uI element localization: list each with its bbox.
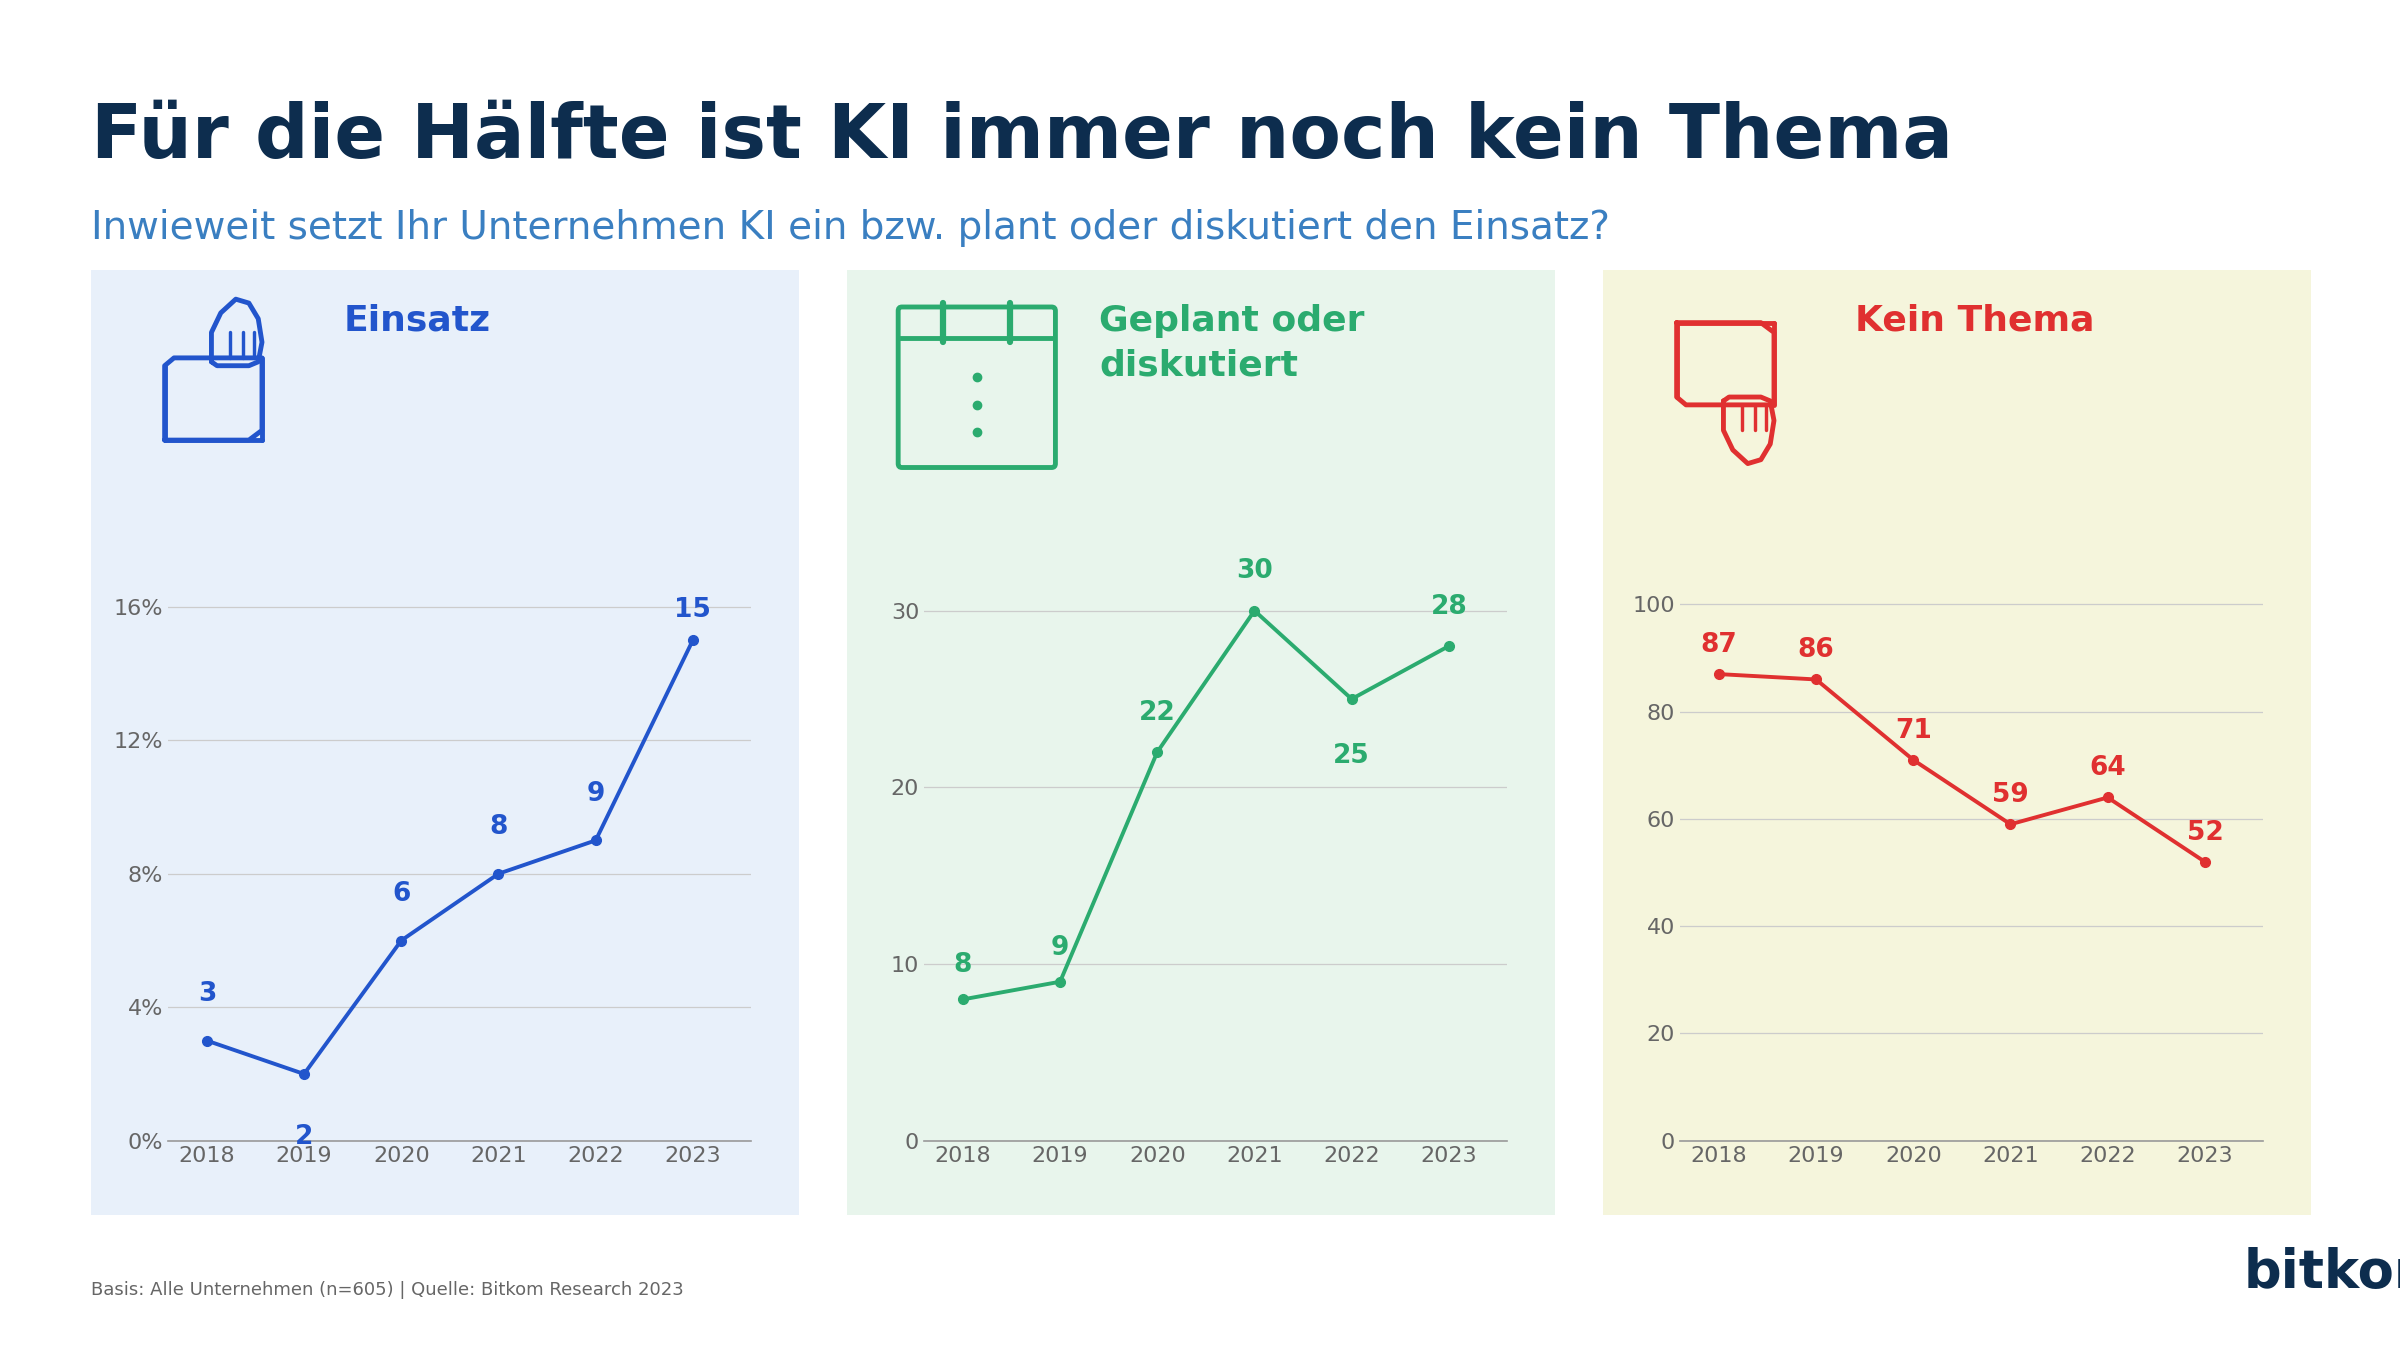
Text: Geplant oder
diskutiert: Geplant oder diskutiert	[1099, 304, 1366, 382]
Text: 15: 15	[674, 598, 710, 624]
Text: 6: 6	[391, 882, 410, 907]
Text: Basis: Alle Unternehmen (n=605) | Quelle: Bitkom Research 2023: Basis: Alle Unternehmen (n=605) | Quelle…	[91, 1281, 684, 1299]
Text: 9: 9	[1051, 934, 1070, 961]
Text: 28: 28	[1430, 594, 1466, 620]
Text: Für die Hälfte ist KI immer noch kein Thema: Für die Hälfte ist KI immer noch kein Th…	[91, 101, 1954, 174]
Text: bitkom: bitkom	[2244, 1246, 2400, 1299]
Text: 71: 71	[1896, 718, 1932, 744]
Text: 52: 52	[2186, 819, 2222, 845]
Text: 22: 22	[1140, 699, 1176, 725]
Text: 2: 2	[295, 1125, 314, 1150]
Text: 30: 30	[1236, 558, 1272, 585]
Text: 59: 59	[1992, 782, 2028, 809]
Text: 3: 3	[197, 981, 216, 1007]
Text: Einsatz: Einsatz	[343, 304, 490, 338]
Text: 25: 25	[1334, 744, 1370, 769]
Text: 8: 8	[490, 814, 509, 840]
Text: Inwieweit setzt Ihr Unternehmen KI ein bzw. plant oder diskutiert den Einsatz?: Inwieweit setzt Ihr Unternehmen KI ein b…	[91, 209, 1610, 247]
Text: Kein Thema: Kein Thema	[1855, 304, 2095, 338]
Text: 86: 86	[1798, 637, 1834, 663]
Text: 9: 9	[586, 782, 605, 807]
Text: 87: 87	[1702, 632, 1738, 657]
Text: 8: 8	[953, 952, 972, 979]
Text: 64: 64	[2090, 756, 2126, 782]
